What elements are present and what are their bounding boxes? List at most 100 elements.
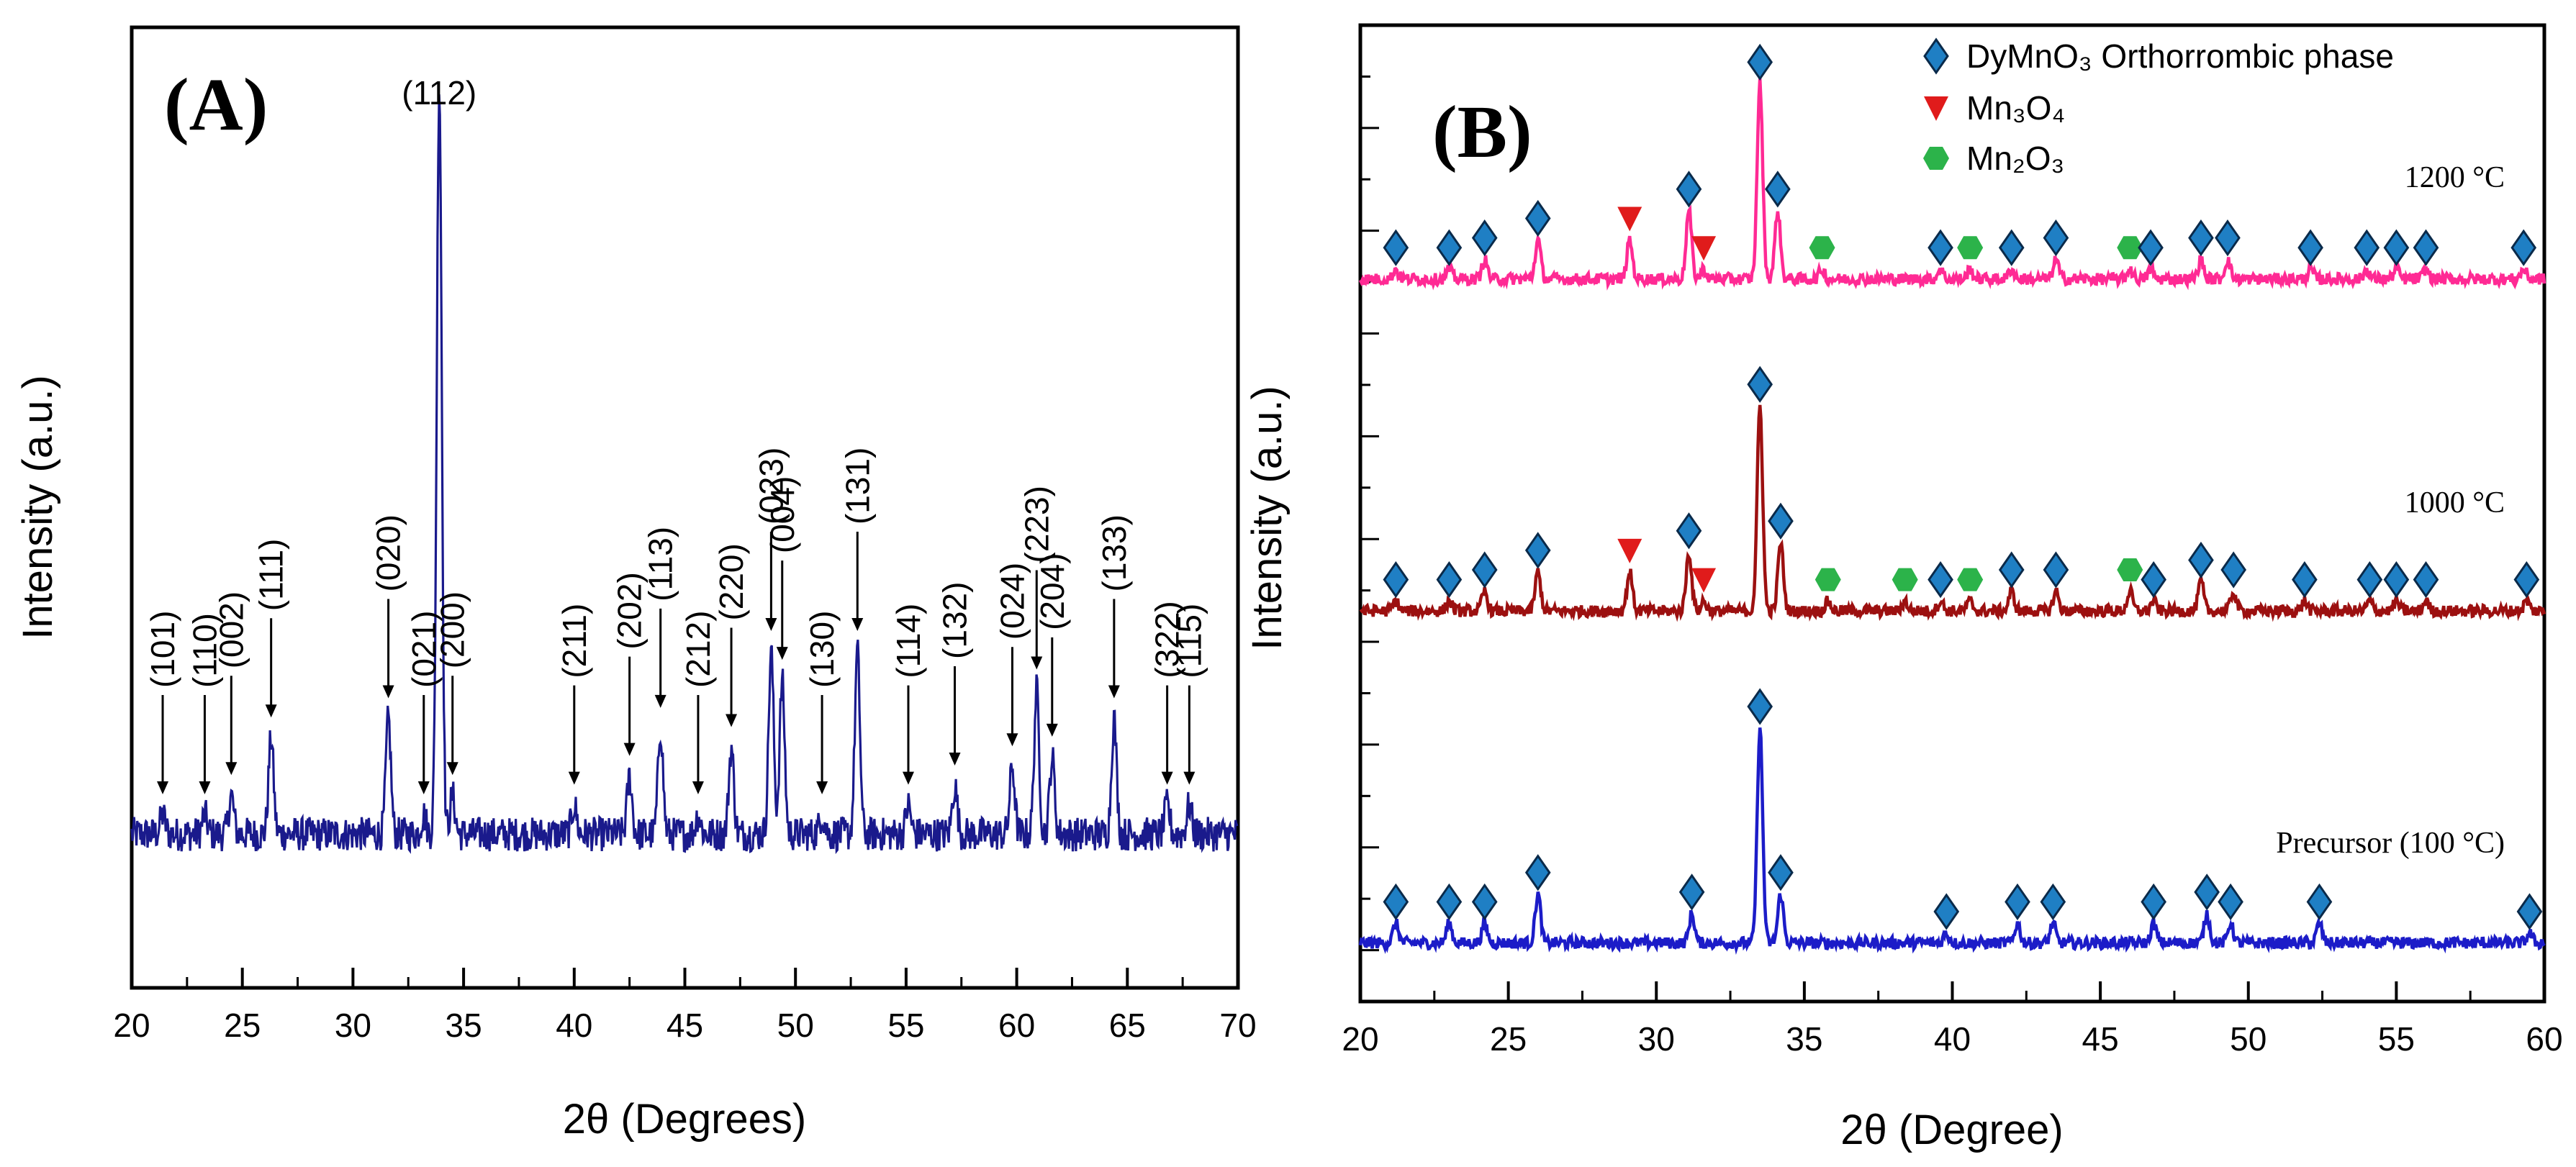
arrow-head	[1006, 733, 1018, 747]
panel-a: (A) 2θ (Degrees) Intensity (a.u.) 20 25 30…	[14, 25, 1257, 1143]
x-tick-label: 20	[113, 1007, 150, 1044]
peak-annotation: (131)	[839, 448, 876, 632]
peak-annotation: (112)	[402, 74, 476, 112]
peak-label: (114)	[890, 604, 927, 678]
peak-label: (223)	[1018, 486, 1055, 563]
triangle-marker	[1691, 236, 1717, 261]
arrow-head	[1108, 685, 1120, 699]
arrow-head	[692, 781, 704, 794]
arrow-head	[816, 781, 828, 794]
x-tick-label: 65	[1109, 1007, 1146, 1044]
legend-item: Mn₃O₄	[1924, 89, 2065, 127]
diamond-marker	[2220, 551, 2247, 589]
x-tick-label: 45	[666, 1007, 703, 1044]
diamond-marker	[1436, 229, 1463, 266]
diamond-marker	[1933, 893, 1960, 930]
x-tick-label: 20	[1342, 1020, 1378, 1058]
peak-label: (002)	[212, 591, 250, 668]
xrd-pattern-1	[1359, 404, 2546, 622]
diamond-marker	[1747, 688, 1773, 725]
peak-annotation: (322)	[1149, 601, 1186, 785]
arrow-head	[199, 781, 211, 794]
panel-a-ylabel: Intensity (a.u.)	[14, 375, 61, 639]
peak-annotation: (132)	[936, 582, 974, 766]
peak-label: (133)	[1095, 514, 1133, 591]
diamond-marker	[1524, 854, 1551, 891]
circle-marker	[1892, 568, 1918, 591]
diamond-marker	[1676, 512, 1702, 550]
diamond-marker	[2383, 561, 2410, 599]
peak-annotation: (020)	[370, 514, 407, 699]
circle-marker	[1809, 236, 1835, 260]
peak-annotation: (114)	[890, 604, 927, 785]
circle-marker	[1815, 568, 1841, 591]
peak-annotation: (212)	[679, 611, 717, 794]
arrow-head	[1161, 771, 1173, 785]
peak-annotation: (200)	[434, 591, 471, 776]
diamond-marker	[2040, 883, 2066, 921]
peak-label: (200)	[434, 591, 471, 668]
peak-annotation: (110)	[186, 613, 223, 794]
diamond-marker	[2413, 561, 2439, 599]
peak-label: (130)	[803, 611, 841, 688]
peak-label: (111)	[253, 539, 290, 612]
triangle-marker	[1617, 206, 1642, 232]
peak-annotation: (220)	[713, 543, 750, 727]
peak-annotation: (021)	[405, 611, 443, 794]
circle-marker	[2117, 236, 2143, 260]
diamond-marker	[2141, 883, 2166, 921]
peak-label: (112)	[402, 74, 476, 112]
diamond-marker	[2138, 229, 2164, 266]
peak-label: (004)	[764, 476, 801, 553]
diamond-marker	[2383, 229, 2410, 266]
legend-label: Mn₂O₃	[1966, 140, 2064, 177]
diamond-marker	[1768, 854, 1794, 891]
peak-annotation: (211)	[556, 604, 593, 785]
arrow-head	[623, 743, 636, 756]
diamond-marker	[1928, 229, 1953, 266]
peak-annotation: (204)	[1034, 553, 1071, 737]
peak-annotation: (002)	[212, 591, 250, 776]
diamond-marker	[2292, 561, 2318, 599]
diamond-marker	[2043, 219, 2069, 257]
peak-label: (110)	[186, 613, 223, 688]
arrow-head	[776, 647, 788, 660]
peak-annotation: (115)	[1170, 604, 1208, 785]
diamond-marker	[2513, 561, 2540, 599]
peak-label: (023)	[752, 448, 790, 525]
triangle-marker	[1691, 568, 1717, 593]
arrow-head	[765, 618, 777, 632]
peak-label: (021)	[405, 611, 443, 688]
x-tick-label: 25	[224, 1007, 261, 1044]
panel-b: (B) 2θ (Degree) Intensity (a.u.) 20 25 30 3…	[1244, 23, 2563, 1153]
arrow-head	[1031, 656, 1043, 670]
x-tick-label: 60	[998, 1007, 1035, 1044]
arrow-head	[157, 781, 169, 794]
diamond-marker	[2413, 229, 2439, 266]
x-tick-label: 30	[1638, 1020, 1675, 1058]
arrow-head	[1046, 723, 1058, 737]
peak-label: (204)	[1034, 553, 1071, 630]
legend: DyMnO₃ Orthorrombic phase Mn₃O₄ Mn₂O₃	[1923, 37, 2394, 177]
diamond-marker	[1471, 551, 1498, 589]
diamond-marker	[1436, 883, 1463, 921]
x-tick-label: 35	[446, 1007, 482, 1044]
arrow-head	[726, 714, 738, 727]
circle-marker	[1957, 236, 1984, 260]
arrow-head	[851, 618, 864, 632]
legend-label: DyMnO₃ Orthorrombic phase	[1966, 37, 2394, 75]
diamond-marker	[2188, 541, 2214, 579]
panel-a-label: (A)	[164, 63, 268, 146]
diamond-marker	[2215, 219, 2241, 257]
arrow-head	[265, 704, 277, 718]
series-label: Precursor (100 °C)	[2276, 827, 2505, 860]
arrow-head	[568, 771, 580, 785]
peak-label: (220)	[713, 543, 750, 620]
x-tick-label: 50	[2230, 1020, 2267, 1058]
peak-annotation: (130)	[803, 611, 841, 794]
arrow-head	[654, 694, 666, 708]
x-tick-label: 55	[887, 1007, 924, 1044]
diamond-marker	[2218, 883, 2243, 921]
peak-annotation: (111)	[253, 539, 290, 718]
peak-label: (020)	[370, 514, 407, 591]
